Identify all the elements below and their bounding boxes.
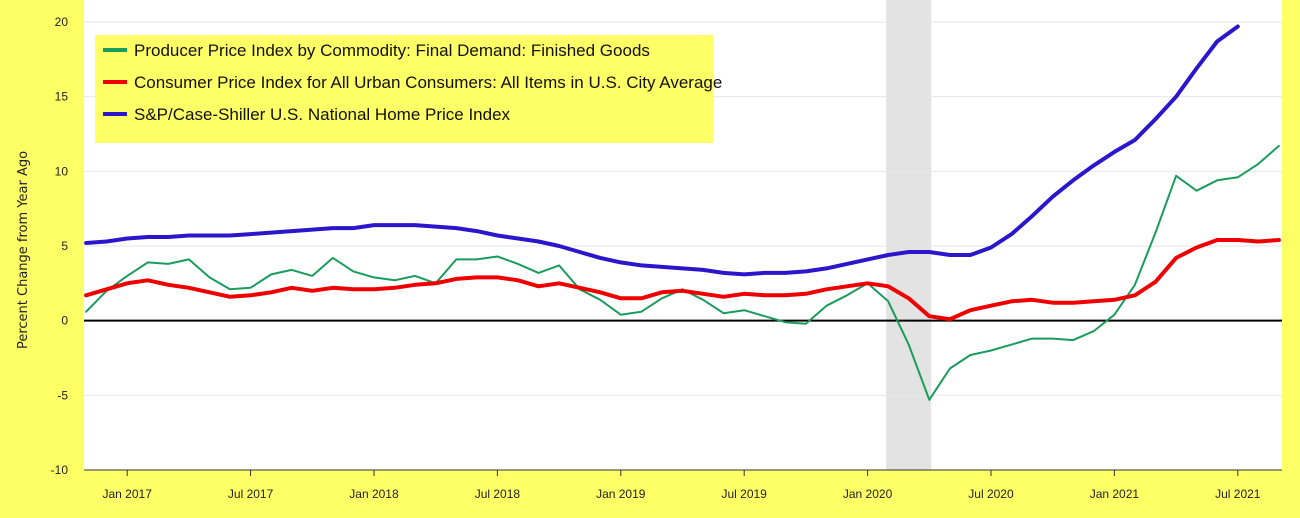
- legend-label-cpi: Consumer Price Index for All Urban Consu…: [134, 73, 722, 92]
- x-tick-label: Jul 2020: [968, 487, 1014, 501]
- series-layer: [84, 24, 1281, 401]
- y-tick-label: 0: [61, 314, 68, 328]
- recession-band-layer: [886, 0, 932, 470]
- y-tick-label: 20: [55, 15, 69, 29]
- x-axis-ticks: Jan 2017 Jul 2017 Jan 2018 Jul 2018 Jan 2019…: [102, 470, 1261, 501]
- x-tick-label: Jul 2018: [475, 487, 521, 501]
- series-line-cpi: [84, 238, 1281, 322]
- y-axis-ticks: -10 -5 0 5 10 15 20: [51, 15, 69, 477]
- recession-band: [886, 0, 932, 470]
- y-axis-title: Percent Change from Year Ago: [16, 151, 31, 349]
- x-tick-label: Jan 2019: [596, 487, 646, 501]
- legend-box: [95, 35, 713, 143]
- y-tick-label: -5: [57, 388, 68, 402]
- legend-label-ppi: Producer Price Index by Commodity: Final…: [134, 41, 650, 60]
- y-tick-label: 10: [55, 164, 69, 178]
- x-tick-label: Jul 2021: [1215, 487, 1261, 501]
- y-tick-label: -10: [51, 463, 69, 477]
- x-tick-label: Jul 2017: [228, 487, 274, 501]
- x-tick-label: Jul 2019: [721, 487, 767, 501]
- x-tick-label: Jan 2021: [1090, 487, 1140, 501]
- legend: Producer Price Index by Commodity: Final…: [95, 35, 722, 143]
- series-line-case-shiller: [84, 24, 1240, 277]
- x-tick-label: Jan 2020: [843, 487, 893, 501]
- legend-label-case-shiller: S&P/Case-Shiller U.S. National Home Pric…: [134, 105, 511, 124]
- x-tick-label: Jan 2017: [102, 487, 152, 501]
- y-tick-label: 15: [55, 90, 69, 104]
- y-tick-label: 5: [61, 239, 68, 253]
- x-tick-label: Jan 2018: [349, 487, 399, 501]
